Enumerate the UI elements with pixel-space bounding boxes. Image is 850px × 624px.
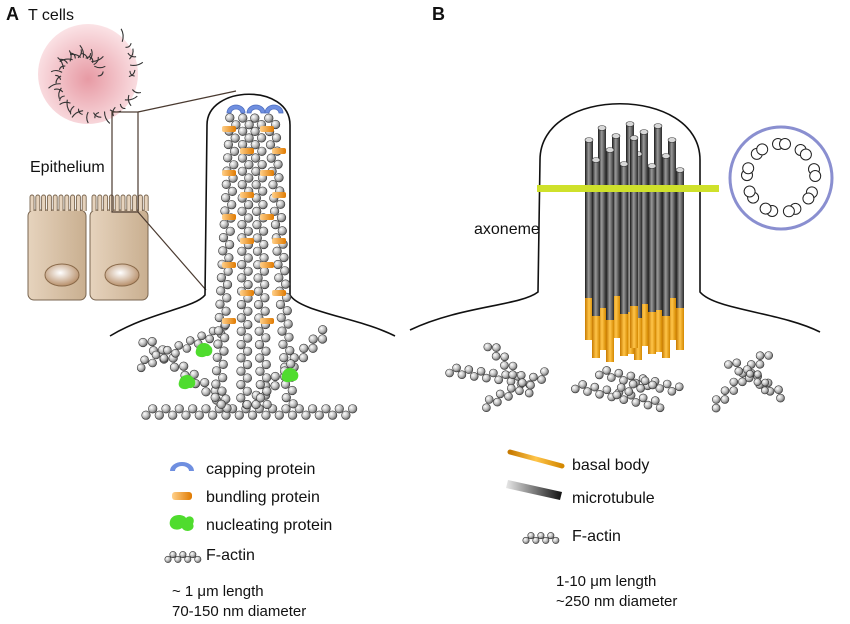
microtubule-legend-icon bbox=[506, 480, 562, 500]
basal-body-label: basal body bbox=[572, 457, 649, 474]
axoneme-label: axoneme bbox=[474, 221, 540, 238]
capping-protein-legend-icon bbox=[170, 462, 194, 471]
f-actin-legend-icon-b bbox=[522, 532, 560, 544]
microtubule-doublet bbox=[647, 163, 657, 354]
microvillus-actin bbox=[136, 113, 358, 420]
zoom-lines bbox=[111, 90, 237, 291]
microtubule-doublet bbox=[653, 123, 663, 352]
bundling-proteins bbox=[222, 126, 286, 324]
f-actin-label-b: F-actin bbox=[572, 528, 621, 545]
microtubule-doublet bbox=[629, 135, 639, 348]
f-actin-legend-filament-b bbox=[522, 532, 560, 544]
f-actin-legend-icon bbox=[164, 551, 202, 563]
diameter-note-a: 70-150 nm diameter bbox=[172, 603, 306, 620]
panel-a-letter: A bbox=[6, 4, 19, 24]
bundling-protein-label: bundling protein bbox=[206, 489, 320, 506]
capping-protein-label: capping protein bbox=[206, 461, 315, 478]
microtubule-doublet bbox=[675, 167, 685, 350]
microvillus-outline bbox=[109, 93, 396, 337]
f-actin-filament bbox=[612, 376, 657, 400]
f-actin-label-a: F-actin bbox=[206, 547, 255, 564]
f-actin-filament bbox=[236, 113, 254, 410]
f-actin-filament bbox=[210, 113, 241, 410]
axoneme-cross-section bbox=[728, 125, 834, 231]
microtubule-doublet bbox=[584, 137, 594, 340]
microtubule-doublet bbox=[591, 157, 601, 358]
f-actin-filament bbox=[250, 113, 272, 410]
nucleating-protein-label: nucleating protein bbox=[206, 517, 332, 534]
bundling-protein-legend-icon bbox=[172, 492, 192, 500]
capping-proteins bbox=[226, 104, 284, 114]
microtubule-label: microtubule bbox=[572, 490, 655, 507]
nucleating-protein-legend-icon bbox=[169, 514, 194, 531]
epithelium-label: Epithelium bbox=[30, 159, 105, 176]
epithelium-illustration bbox=[27, 194, 149, 301]
cross-section-line bbox=[537, 185, 719, 192]
microtubule-doublet bbox=[597, 125, 607, 350]
cytoplasmic-actin bbox=[445, 342, 785, 413]
cilium-outline bbox=[409, 102, 821, 333]
microtubule-doublet bbox=[611, 133, 621, 338]
microtubule-doublet bbox=[667, 137, 677, 340]
f-actin-filament bbox=[482, 367, 549, 413]
microtubule-doublet bbox=[605, 147, 615, 362]
nucleating-proteins bbox=[178, 343, 299, 390]
panel-b-letter: B bbox=[432, 4, 445, 24]
f-actin-filament bbox=[724, 358, 785, 403]
length-note-a: ~ 1 μm length bbox=[172, 583, 264, 600]
length-note-b: 1-10 μm length bbox=[556, 573, 656, 590]
f-actin-legend-filament bbox=[164, 551, 202, 563]
microtubule-doublet bbox=[639, 129, 649, 346]
legend-panel-a: capping protein bundling protein nucleat… bbox=[164, 461, 332, 620]
f-actin-filament bbox=[746, 369, 770, 395]
axoneme-microtubules bbox=[584, 121, 685, 362]
legend-panel-b: basal body microtubule F-actin 1-10 μm l… bbox=[506, 449, 677, 610]
microtubule-doublet bbox=[619, 161, 629, 356]
f-actin-filament bbox=[141, 404, 358, 420]
microtubule-doublet bbox=[661, 153, 671, 358]
t-cell-illustration bbox=[38, 24, 144, 124]
diameter-note-b: ~250 nm diameter bbox=[556, 593, 677, 610]
basal-body-legend-icon bbox=[507, 449, 565, 469]
t-cells-label: T cells bbox=[28, 7, 74, 24]
